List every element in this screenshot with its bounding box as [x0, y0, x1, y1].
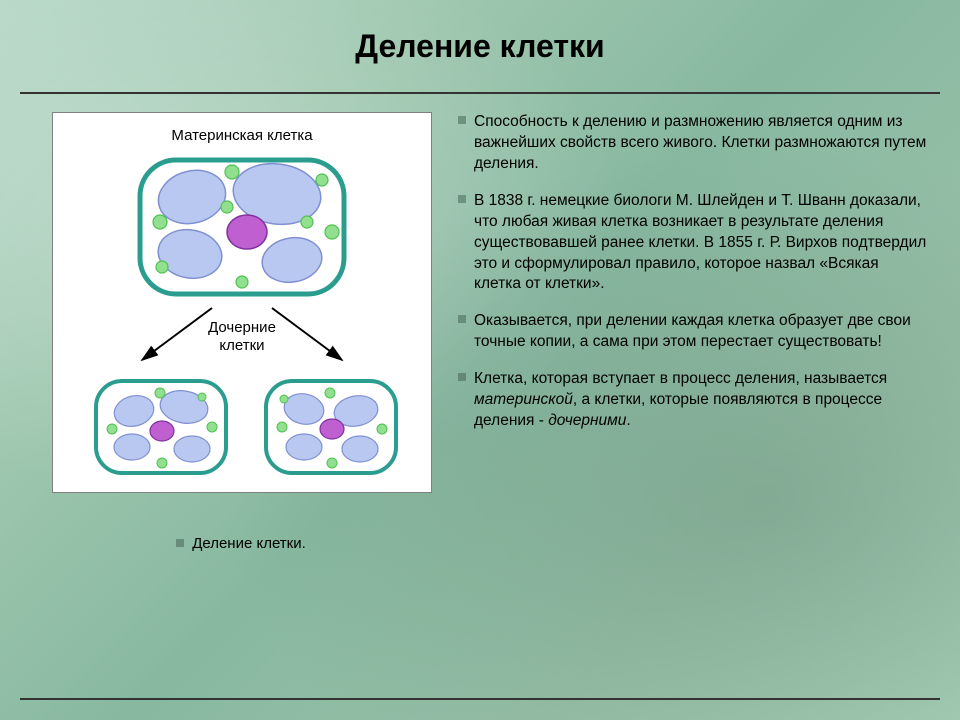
caption-text: Деление клетки.	[192, 535, 306, 552]
paragraph-4: Клетка, которая вступает в процесс делен…	[460, 369, 928, 432]
paragraph-2: В 1838 г. немецкие биологи М. Шлейден и …	[460, 191, 928, 296]
bullet-icon	[458, 315, 466, 323]
diagram-box: Материнская клетка	[52, 112, 432, 493]
content-frame: Материнская клетка	[20, 92, 940, 700]
bullet-icon	[458, 373, 466, 381]
svg-text:клетки: клетки	[219, 337, 264, 354]
bullet-icon	[458, 195, 466, 203]
paragraph-text: Оказывается, при делении каждая клетка о…	[474, 312, 911, 350]
italic-term: материнской	[474, 391, 573, 408]
daughter-cells-graphic	[72, 372, 412, 482]
paragraph-3: Оказывается, при делении каждая клетка о…	[460, 311, 928, 353]
arrows-graphic: Дочерние клетки	[72, 302, 412, 372]
italic-term: дочерними	[548, 412, 626, 429]
slide-title: Деление клетки	[0, 28, 960, 65]
bullet-icon	[458, 116, 466, 124]
paragraph-text: Клетка, которая вступает в процесс делен…	[474, 370, 887, 387]
mother-cell-label: Материнская клетка	[171, 127, 312, 144]
diagram-caption: Деление клетки.	[178, 535, 306, 552]
diagram-column: Материнская клетка	[32, 112, 452, 686]
paragraph-1: Способность к делению и размножению явля…	[460, 112, 928, 175]
bullet-icon	[176, 539, 184, 547]
paragraph-text: .	[626, 412, 630, 429]
paragraph-text: В 1838 г. немецкие биологи М. Шлейден и …	[474, 192, 926, 293]
text-column: Способность к делению и размножению явля…	[452, 112, 928, 686]
paragraph-text: Способность к делению и размножению явля…	[474, 113, 926, 172]
svg-text:Дочерние: Дочерние	[208, 319, 276, 336]
mother-cell-graphic	[132, 152, 352, 302]
